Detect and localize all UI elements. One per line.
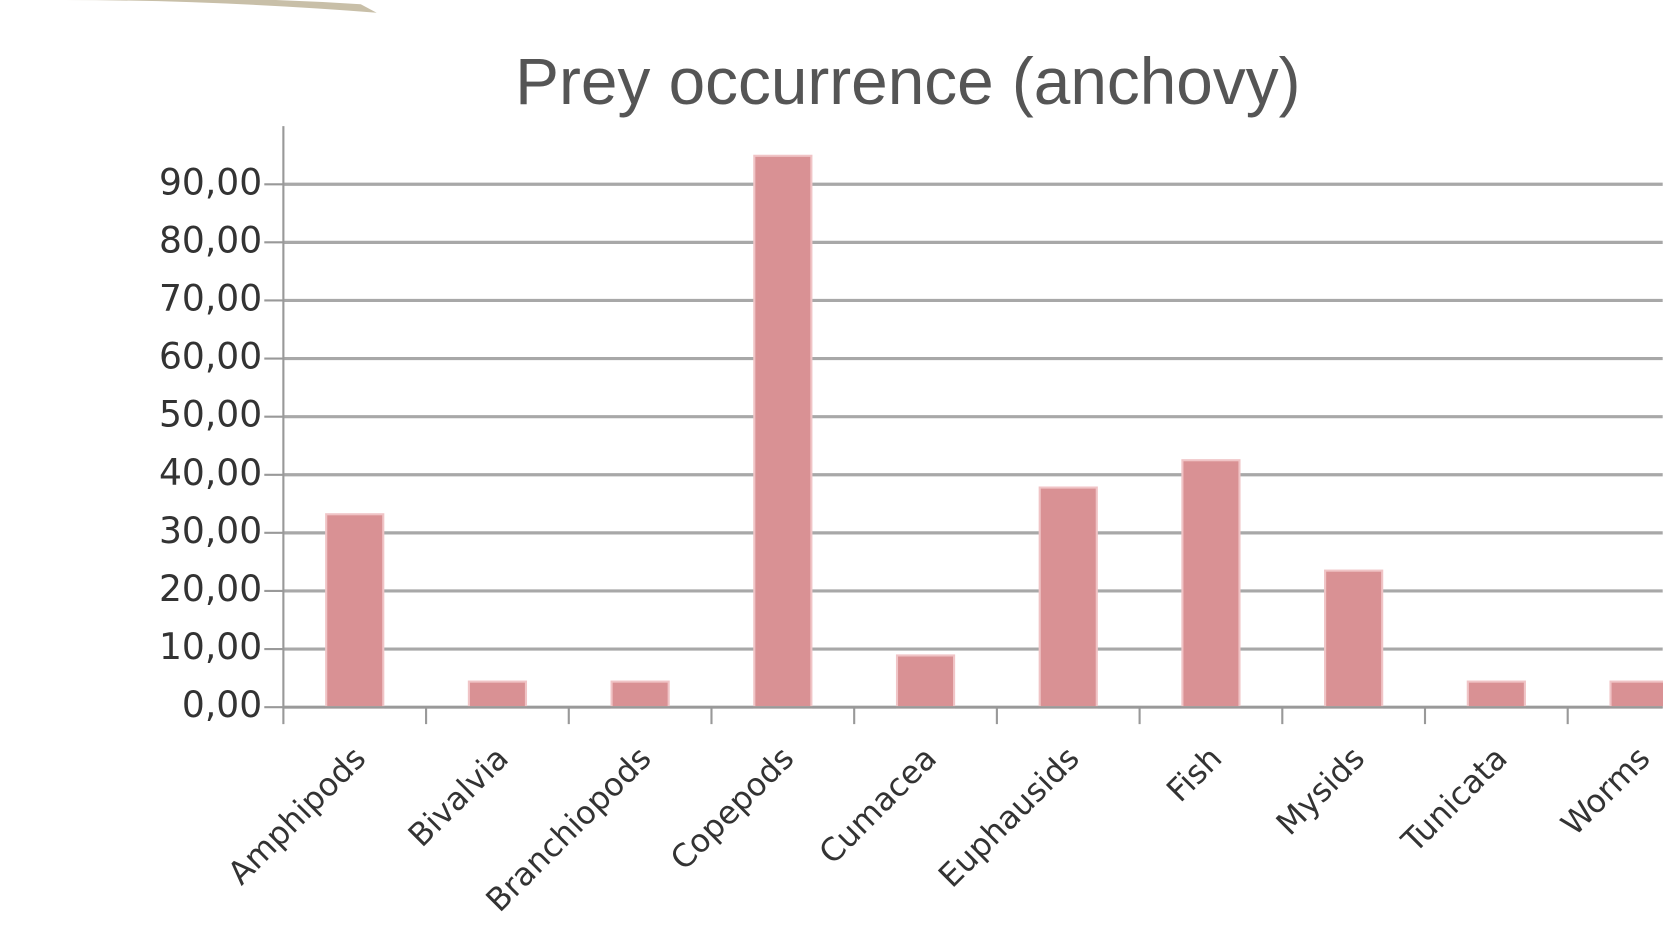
x-tick-label: Amphipods [221,740,373,892]
bars [325,154,1663,709]
bar [895,654,956,709]
y-tick-label: 80,00 [159,220,262,261]
grid [283,182,1663,709]
y-tick-label: 40,00 [159,453,262,494]
x-tick-label: Worms [1554,740,1657,843]
bar [467,680,528,709]
y-tick-label: 0,00 [182,685,262,726]
x-tick-label: Cumacea [812,740,944,872]
y-tick-label: 30,00 [159,511,262,552]
x-tick-label: Bivalvia [401,740,515,854]
x-tick-label: Fish [1160,740,1230,810]
bar [325,513,385,709]
axes: 0,00 10,00 20,00 30,00 40,00 50,00 60,00 70,00 8… [159,126,1663,919]
y-tick-label: 90,00 [159,162,262,203]
bar [1609,680,1663,709]
decoration [63,0,377,13]
bar [1181,459,1241,709]
y-tick-label: 10,00 [159,627,262,668]
y-tick-label: 20,00 [159,569,262,610]
x-tick-label: Copepods [663,740,801,878]
y-tick-label: 60,00 [159,337,262,378]
x-tick-label: Tunicata [1394,740,1515,861]
y-tick-label: 70,00 [159,278,262,319]
bar [1466,680,1526,709]
bar [1038,486,1098,709]
bar [753,154,813,709]
bar [1324,569,1384,709]
chart-title: Prey occurrence (anchovy) [515,44,1300,118]
x-tick-label: Mysids [1269,740,1372,843]
x-tick-label: Euphausids [932,740,1087,895]
y-tick-label: 50,00 [159,395,262,436]
bar [610,680,670,709]
